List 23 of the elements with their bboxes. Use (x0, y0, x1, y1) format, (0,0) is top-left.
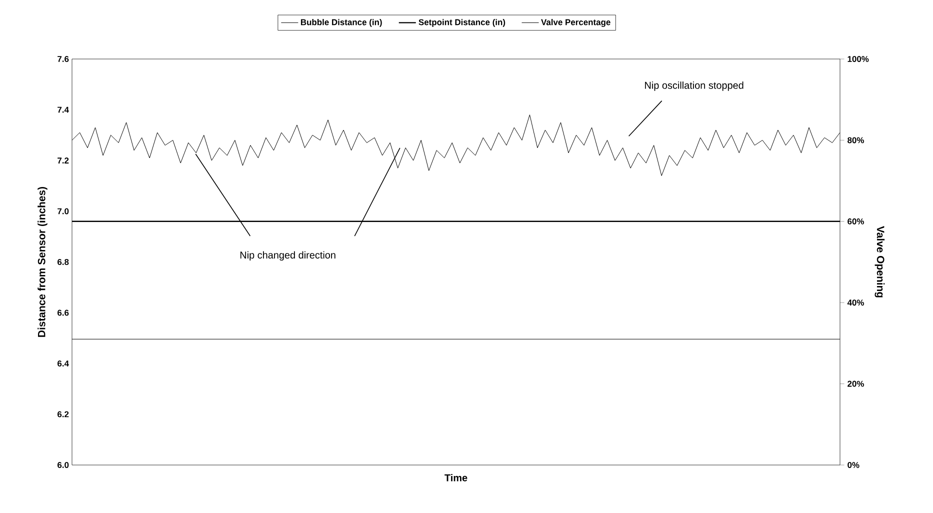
y-tick-label: 6.6 (58, 310, 69, 316)
y2-tick-label: 20% (848, 380, 864, 387)
y2-tick-label: 0% (848, 462, 860, 468)
y2-tick-label: 100% (848, 56, 869, 62)
y-tick-label: 7.4 (58, 106, 69, 113)
y-axis-title: Distance from Sensor (inches) (38, 186, 48, 337)
annotation: Nip changed direction (240, 251, 336, 261)
legend-label: Setpoint Distance (in) (418, 18, 506, 27)
y-tick-label: 7.6 (58, 56, 69, 62)
y2-tick-label: 60% (848, 218, 864, 224)
legend-label: Bubble Distance (in) (300, 18, 382, 27)
y-tick-label: 7.2 (58, 158, 69, 164)
y-tick-label: 7.0 (58, 208, 69, 214)
y2-axis-title: Valve Opening (874, 226, 885, 298)
legend-label: Valve Percentage (541, 18, 610, 27)
y-tick-label: 6.8 (58, 259, 69, 265)
annotation: Nip oscillation stopped (645, 82, 744, 91)
y2-tick-label: 40% (847, 300, 864, 306)
y2-tick-label: 80% (848, 137, 864, 144)
y-tick-label: 6.0 (58, 462, 69, 468)
y-tick-label: 6.4 (58, 360, 69, 366)
y-tick-label: 6.2 (58, 411, 69, 418)
x-axis-title: Time (444, 474, 468, 482)
